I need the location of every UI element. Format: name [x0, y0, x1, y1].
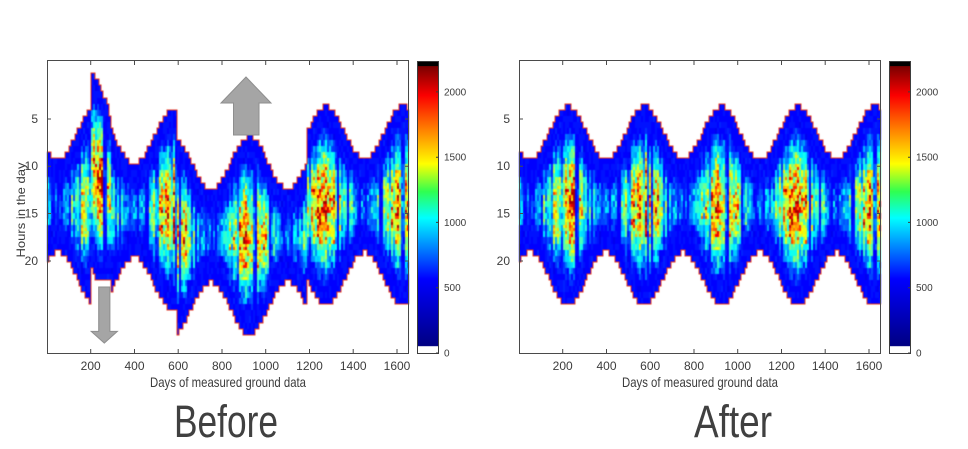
svg-text:600: 600 — [168, 359, 188, 373]
svg-text:500: 500 — [916, 283, 933, 294]
svg-text:15: 15 — [497, 207, 511, 221]
svg-text:1400: 1400 — [340, 359, 367, 373]
svg-text:1500: 1500 — [916, 153, 939, 164]
svg-text:20: 20 — [25, 254, 39, 268]
svg-text:200: 200 — [553, 359, 573, 373]
svg-text:500: 500 — [444, 283, 461, 294]
svg-text:2000: 2000 — [444, 87, 467, 98]
svg-text:5: 5 — [503, 112, 510, 126]
svg-text:1000: 1000 — [444, 218, 467, 229]
svg-text:1500: 1500 — [444, 153, 467, 164]
svg-text:800: 800 — [212, 359, 232, 373]
svg-text:1000: 1000 — [252, 359, 279, 373]
svg-text:Days of measured ground data: Days of measured ground data — [622, 374, 778, 390]
svg-text:0: 0 — [916, 349, 922, 360]
svg-text:Days of measured ground data: Days of measured ground data — [150, 374, 306, 390]
svg-text:After: After — [694, 396, 772, 447]
svg-text:1000: 1000 — [916, 218, 939, 229]
svg-text:0: 0 — [444, 349, 450, 360]
svg-text:1600: 1600 — [384, 359, 411, 373]
svg-text:1200: 1200 — [296, 359, 323, 373]
svg-text:20: 20 — [497, 254, 511, 268]
svg-text:200: 200 — [81, 359, 101, 373]
svg-text:1400: 1400 — [812, 359, 839, 373]
svg-text:Before: Before — [174, 396, 278, 447]
svg-text:400: 400 — [124, 359, 144, 373]
svg-text:2000: 2000 — [916, 87, 939, 98]
svg-text:1600: 1600 — [856, 359, 883, 373]
svg-text:Hours in the day: Hours in the day — [14, 163, 28, 258]
svg-text:10: 10 — [25, 159, 39, 173]
svg-text:1200: 1200 — [768, 359, 795, 373]
svg-text:400: 400 — [596, 359, 616, 373]
svg-text:600: 600 — [640, 359, 660, 373]
svg-text:800: 800 — [684, 359, 704, 373]
svg-text:1000: 1000 — [724, 359, 751, 373]
svg-text:15: 15 — [25, 207, 39, 221]
svg-text:5: 5 — [31, 112, 38, 126]
svg-text:10: 10 — [497, 159, 511, 173]
